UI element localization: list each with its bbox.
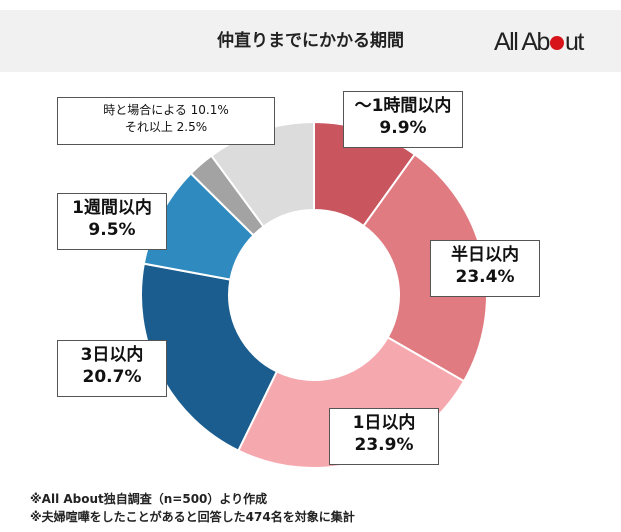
label-name: ～1時間以内 bbox=[354, 96, 452, 116]
header-bar bbox=[0, 10, 621, 72]
all-about-logo: All Ab ut bbox=[494, 28, 584, 56]
label-name: 半日以内 bbox=[451, 245, 519, 265]
label-value: 20.7% bbox=[82, 367, 142, 387]
label-value: 9.5% bbox=[88, 220, 136, 240]
label-1week: 1週間以内 9.5% bbox=[57, 193, 167, 250]
sample-note: ※夫婦喧嘩をしたことがあると回答した474名を対象に集計 bbox=[30, 510, 355, 524]
label-name: 3日以内 bbox=[80, 345, 144, 365]
donut-slice-3 bbox=[140, 262, 279, 452]
donut-slice-1 bbox=[362, 153, 488, 383]
label-value: 23.9% bbox=[354, 435, 414, 455]
label-other-line1: 時と場合による 10.1% bbox=[103, 103, 229, 117]
label-3days: 3日以内 20.7% bbox=[57, 340, 167, 397]
source-note: ※All About独自調査（n=500）より作成 bbox=[30, 492, 268, 506]
label-other-line2: それ以上 2.5% bbox=[124, 120, 208, 134]
label-1day: 1日以内 23.9% bbox=[329, 408, 439, 465]
label-halfday: 半日以内 23.4% bbox=[430, 240, 540, 297]
label-other: 時と場合による 10.1% それ以上 2.5% bbox=[57, 97, 275, 145]
label-name: 1週間以内 bbox=[72, 198, 152, 218]
label-value: 23.4% bbox=[455, 267, 515, 287]
label-1hour: ～1時間以内 9.9% bbox=[343, 91, 463, 148]
label-name: 1日以内 bbox=[352, 413, 416, 433]
label-value: 9.9% bbox=[379, 118, 427, 138]
chart-title: 仲直りまでにかかる期間 bbox=[217, 31, 404, 51]
